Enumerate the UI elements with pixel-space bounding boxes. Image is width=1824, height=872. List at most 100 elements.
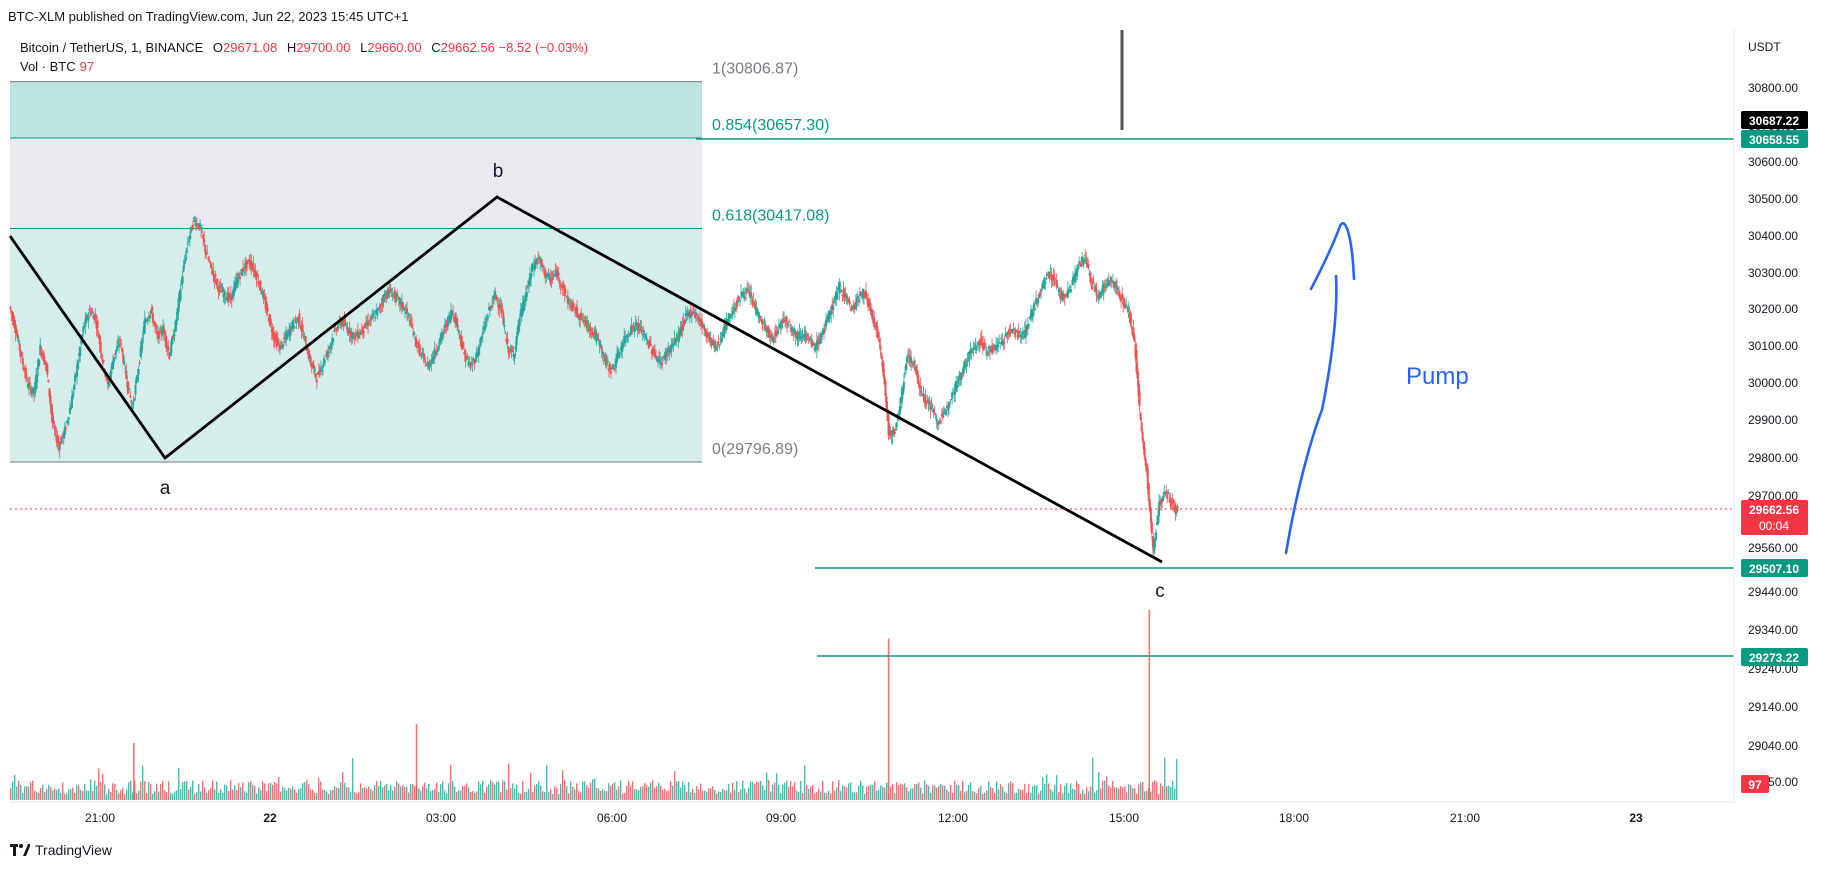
- candle-body: [98, 335, 101, 345]
- candle-body: [783, 317, 786, 319]
- volume-bar: [1080, 793, 1082, 800]
- candle-body: [1045, 277, 1048, 280]
- candle-body: [809, 338, 812, 340]
- candle-body: [159, 328, 162, 330]
- volume-bar: [550, 789, 552, 800]
- candle-body: [70, 395, 73, 408]
- candle-body: [819, 333, 822, 341]
- candle-body: [770, 337, 773, 339]
- candle-body: [461, 344, 464, 349]
- volume-bar: [950, 785, 952, 800]
- candle-body: [910, 356, 913, 364]
- candle-body: [939, 420, 942, 424]
- candle-body: [575, 307, 578, 312]
- volume-bar: [728, 783, 730, 800]
- volume-bar: [772, 784, 774, 800]
- candle-body: [579, 314, 582, 321]
- volume-bar: [90, 779, 92, 800]
- candle-body: [1086, 263, 1089, 265]
- time-axis[interactable]: 21:00 22 03:00 06:00 09:00 12:00 15:00 18:00 21:…: [85, 811, 1643, 825]
- volume-bar: [604, 791, 606, 800]
- volume-bar: [44, 791, 46, 800]
- volume-bar: [274, 782, 276, 800]
- candle-body: [101, 359, 104, 363]
- candle-body: [837, 286, 840, 290]
- candle-body: [90, 312, 93, 314]
- candle-body: [48, 388, 51, 397]
- volume-bar: [602, 789, 604, 800]
- volume-bar: [872, 784, 874, 800]
- volume-bar: [746, 792, 748, 800]
- candle-body: [199, 223, 202, 229]
- candle-body: [153, 322, 156, 327]
- abc-wave-path[interactable]: [8, 195, 1163, 564]
- candle-body: [198, 223, 201, 230]
- candle-body: [92, 315, 95, 319]
- volume-bar: [634, 788, 636, 800]
- time-tick: 22: [263, 811, 277, 825]
- volume-label[interactable]: Vol · BTC: [20, 59, 76, 74]
- pump-annotation[interactable]: Pump: [1406, 363, 1469, 390]
- candle-body: [597, 338, 600, 341]
- volume-bar: [258, 787, 260, 800]
- volume-bar: [170, 792, 172, 800]
- candle-body: [1077, 265, 1080, 269]
- symbol-name[interactable]: Bitcoin / TetherUS, 1, BINANCE: [20, 40, 204, 55]
- volume-bar: [900, 783, 902, 800]
- candle-body: [846, 300, 849, 302]
- candle-body: [888, 430, 891, 435]
- candle-body: [841, 294, 844, 297]
- volume-bar: [1088, 791, 1090, 800]
- candle-body: [806, 339, 809, 341]
- candle-body: [230, 295, 233, 301]
- volume-bar: [430, 791, 432, 800]
- volume-bar: [720, 791, 722, 800]
- candle-body: [911, 361, 914, 363]
- candle-body: [923, 396, 926, 403]
- candle-body: [1050, 273, 1053, 281]
- volume-bar: [612, 783, 614, 800]
- price-tick: 30600.00: [1748, 155, 1798, 169]
- candle-body: [828, 311, 831, 322]
- candle-body: [205, 251, 208, 256]
- candle-body: [663, 356, 666, 358]
- candle-body: [525, 292, 528, 297]
- candle-body: [216, 279, 219, 285]
- volume-bar: [210, 787, 212, 800]
- tradingview-logo[interactable]: TradingView: [10, 842, 112, 858]
- volume-bar: [1112, 780, 1114, 800]
- candle-body: [949, 401, 952, 403]
- pump-arrow[interactable]: [1284, 222, 1356, 555]
- high-value: 29700.00: [296, 40, 351, 55]
- candle-body: [162, 325, 165, 334]
- volume-bar: [368, 786, 370, 800]
- volume-bar: [160, 783, 162, 800]
- candle-body: [925, 402, 928, 405]
- close-label: C: [431, 40, 441, 55]
- volume-bar: [1142, 781, 1144, 800]
- candle-body: [877, 331, 880, 338]
- candle-body: [256, 274, 259, 277]
- candle-body: [842, 288, 845, 295]
- candle-body: [59, 441, 62, 445]
- volume-bar: [364, 787, 366, 800]
- candle-body: [1170, 499, 1173, 507]
- candle-body: [373, 313, 376, 315]
- candle-body: [55, 435, 58, 443]
- candle-body: [241, 269, 244, 276]
- candle-body: [706, 332, 709, 338]
- candle-body: [593, 334, 596, 336]
- volume-bar: [816, 792, 818, 800]
- candle-body: [1115, 281, 1118, 288]
- volume-bar: [768, 780, 770, 800]
- candle-body: [138, 362, 141, 364]
- price-axis[interactable]: 30800.0030700.0030600.0030500.0030400.00…: [1748, 81, 1798, 789]
- candle-body: [131, 407, 134, 409]
- candle-body: [912, 363, 915, 365]
- candle-body: [316, 372, 319, 375]
- volume-bar: [798, 792, 800, 800]
- candle-body: [165, 336, 168, 347]
- volume-bar: [1014, 793, 1016, 800]
- volume-bar: [100, 781, 102, 800]
